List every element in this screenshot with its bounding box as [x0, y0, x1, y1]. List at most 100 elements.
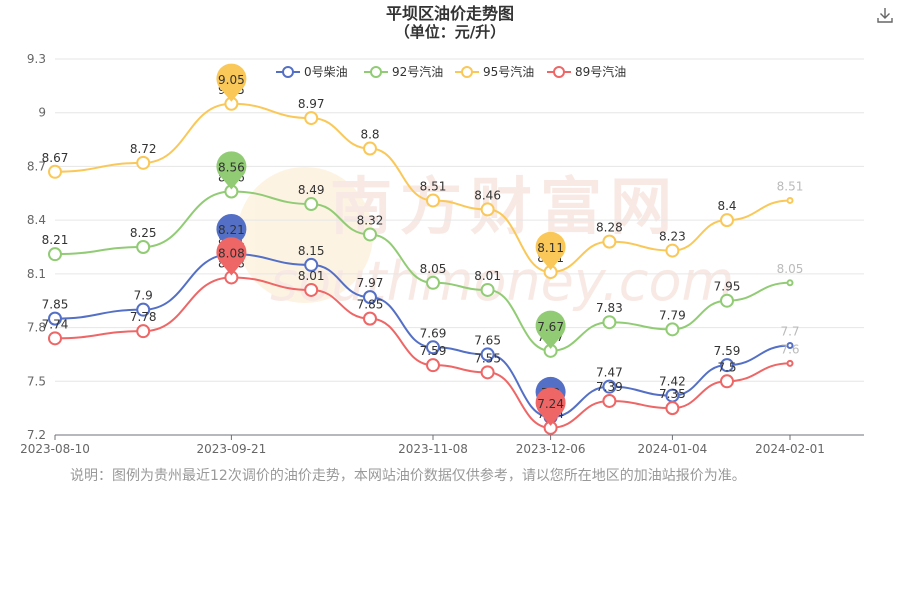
- legend-marker: [370, 66, 382, 78]
- legend-label: 89号汽油: [575, 64, 626, 79]
- data-point: [665, 322, 680, 337]
- max-pin-label: 8.56: [218, 160, 245, 174]
- data-label: 8.72: [130, 142, 157, 156]
- data-point: [720, 293, 734, 308]
- max-pin-shape: [216, 151, 247, 190]
- y-tick-label: 7.8: [27, 321, 46, 335]
- data-point: [602, 315, 617, 330]
- data-point: [665, 401, 680, 416]
- data-label: 8.15: [298, 244, 325, 258]
- data-label: 7.83: [596, 301, 623, 315]
- data-label: 7.97: [357, 276, 384, 290]
- chart-note: 说明：图例为贵州最近12次调价的油价走势，本网站油价数据仅供参考，请以您所在地区…: [70, 468, 746, 484]
- data-point: [786, 341, 794, 349]
- legend-item[interactable]: 89号汽油: [547, 64, 626, 79]
- data-label: 8.01: [474, 269, 501, 283]
- data-point: [720, 358, 734, 373]
- data-label: 8.32: [357, 213, 384, 227]
- data-point: [665, 243, 680, 258]
- max-pin: 8.08: [216, 237, 247, 276]
- data-label: 8.21: [42, 233, 69, 247]
- data-label: 8.46: [474, 188, 501, 202]
- legend-marker: [461, 66, 473, 78]
- data-label: 8.97: [298, 97, 325, 111]
- download-icon[interactable]: [876, 6, 894, 24]
- data-label: 7.79: [659, 308, 686, 322]
- data-point: [48, 164, 62, 179]
- x-tick-label: 2023-11-08: [398, 442, 468, 456]
- data-label: 8.05: [420, 262, 447, 276]
- data-label: 8.4: [717, 199, 736, 213]
- data-point: [720, 374, 734, 389]
- data-point: [786, 279, 794, 287]
- data-point: [136, 302, 151, 317]
- data-label: 7.85: [42, 298, 69, 312]
- data-label: 7.69: [420, 326, 447, 340]
- data-label: 7.85: [357, 298, 384, 312]
- data-point: [786, 196, 794, 204]
- data-point: [602, 234, 617, 249]
- legend-item[interactable]: 95号汽油: [455, 64, 534, 79]
- legend-marker: [282, 66, 294, 78]
- data-point: [363, 311, 377, 326]
- data-point: [136, 155, 151, 170]
- data-label: 7.39: [596, 380, 623, 394]
- watermark: 南方财富网 southmoney.com: [237, 167, 734, 313]
- data-point: [363, 141, 377, 156]
- data-label: 7.55: [474, 351, 501, 365]
- data-point: [304, 282, 319, 297]
- max-pin-label: 8.08: [218, 246, 245, 260]
- data-point: [480, 202, 495, 217]
- max-pin: 8.56: [216, 151, 247, 190]
- data-point: [480, 365, 495, 380]
- max-pin-label: 8.21: [218, 223, 245, 237]
- x-tick-label: 2023-09-21: [197, 442, 267, 456]
- data-label: 7.6: [780, 342, 799, 356]
- legend-marker: [553, 66, 565, 78]
- data-point: [426, 358, 440, 373]
- y-tick-label: 7.2: [27, 428, 46, 442]
- data-point: [602, 379, 617, 394]
- data-point: [480, 347, 495, 362]
- legend-label: 95号汽油: [483, 64, 534, 79]
- legend-item[interactable]: 0号柴油: [276, 65, 348, 79]
- data-point: [480, 282, 495, 297]
- data-label: 8.49: [298, 183, 325, 197]
- chart-subtitle: （单位：元/升）: [394, 23, 506, 41]
- max-pin-shape: [216, 63, 247, 102]
- data-label: 7.74: [42, 317, 69, 331]
- min-pin-label: 7.67: [537, 320, 564, 334]
- data-label: 7.95: [714, 280, 741, 294]
- max-pin-label: 9.05: [218, 73, 245, 87]
- x-tick-label: 2024-01-04: [638, 442, 708, 456]
- data-label: 7.35: [659, 387, 686, 401]
- y-tick-label: 7.5: [27, 374, 46, 388]
- min-pin-label: 7.24: [537, 397, 564, 411]
- watermark-cn: 南方财富网: [330, 170, 680, 243]
- data-point: [136, 240, 151, 254]
- legend-item[interactable]: 92号汽油: [364, 64, 443, 79]
- y-tick-label: 9.3: [27, 52, 46, 66]
- y-tick-label: 8.1: [27, 267, 46, 281]
- data-point: [426, 193, 440, 208]
- watermark-logo: [237, 167, 373, 303]
- min-pin-shape: [535, 387, 566, 426]
- y-tick-label: 8.7: [27, 159, 46, 173]
- x-tick-label: 2023-12-06: [516, 442, 586, 456]
- data-point: [426, 275, 440, 290]
- data-point: [786, 359, 794, 367]
- min-pin-shape: [535, 231, 566, 271]
- data-label: 8.51: [777, 179, 804, 193]
- min-pin: 7.67: [535, 310, 566, 349]
- data-label: 8.67: [42, 151, 69, 165]
- data-label: 7.59: [420, 344, 447, 358]
- data-point: [426, 340, 440, 355]
- watermark-en: southmoney.com: [270, 250, 734, 313]
- data-label: 8.25: [130, 226, 157, 240]
- min-pin: 8.11: [535, 231, 566, 271]
- data-label: 7.7: [780, 324, 799, 338]
- data-point: [304, 111, 319, 126]
- data-label: 8.01: [298, 269, 325, 283]
